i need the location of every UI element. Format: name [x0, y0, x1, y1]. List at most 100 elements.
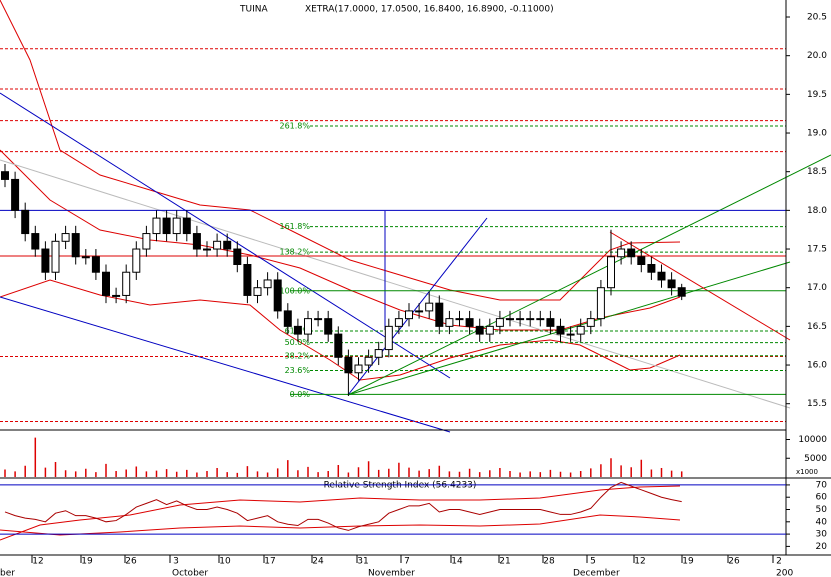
candle-body	[324, 318, 333, 335]
x-tick-label: 19	[682, 557, 694, 567]
candle-body	[647, 263, 656, 273]
x-tick-label: 26	[728, 557, 740, 567]
candle-body	[223, 240, 232, 250]
candle-body	[495, 318, 504, 327]
candle-body	[213, 240, 222, 250]
candle-body	[132, 248, 141, 273]
candle-body	[192, 233, 201, 250]
candle-body	[607, 256, 615, 289]
bollinger-upper	[0, 0, 681, 301]
candle-body	[637, 256, 646, 265]
plot: 261.8%161.8%138.2%100.0%61.8%50.0%38.2%2…	[0, 0, 831, 541]
x-tick-label: 14	[451, 557, 463, 567]
candle-body	[152, 217, 161, 235]
candle-body	[546, 318, 555, 327]
candle-body	[475, 325, 484, 335]
candle-body	[374, 349, 383, 358]
candle-body	[11, 178, 20, 211]
candle-body	[172, 217, 181, 235]
rsi-tick-label: 30	[816, 530, 828, 540]
candle-body	[354, 364, 363, 374]
candle-body	[384, 325, 393, 351]
candle-body	[304, 318, 312, 335]
candle-body	[233, 248, 242, 265]
x-tick-label: 5	[590, 557, 596, 567]
candle-body	[364, 356, 373, 366]
x-tick-label: 26	[125, 557, 137, 567]
candle-body	[263, 279, 272, 289]
candle-body	[283, 310, 292, 327]
y-tick-label: 20.5	[807, 13, 827, 23]
fan-line	[347, 154, 831, 396]
x-tick-label: 2	[776, 557, 782, 567]
candle-body	[41, 248, 50, 273]
candle-body	[21, 209, 30, 235]
candle-body	[31, 233, 40, 250]
candle-body	[576, 325, 585, 335]
candle-body	[334, 333, 343, 358]
candle-body	[253, 287, 262, 296]
candle-body	[1, 171, 9, 180]
candle-body	[445, 318, 454, 327]
rsi-tick-label: 70	[816, 480, 828, 490]
candle-body	[617, 248, 626, 258]
y-tick-label: 18.0	[807, 206, 827, 216]
x-tick-label: 17	[264, 557, 275, 567]
fib-label: 0.0%	[290, 390, 311, 399]
y-tick-label: 15.5	[807, 399, 827, 409]
x-tick-label: 12	[32, 557, 43, 567]
candle-body	[51, 240, 60, 273]
fib-label: 138.2%	[279, 248, 310, 257]
candle-body	[273, 279, 282, 312]
candle-body	[556, 325, 565, 335]
candle-body	[142, 233, 151, 250]
x-tick-label: 7	[404, 557, 410, 567]
candle-body	[667, 279, 676, 289]
candle-body	[112, 294, 121, 297]
candle-body	[536, 318, 545, 321]
rsi-tick-label: 20	[816, 542, 828, 552]
month-label: November	[368, 569, 415, 577]
rsi-tick-label: 40	[816, 517, 828, 527]
moving-average	[0, 149, 681, 331]
candle-body	[526, 318, 535, 321]
candle-body	[485, 325, 494, 335]
candle-body	[596, 287, 605, 320]
candle-body	[344, 356, 353, 374]
candle-body	[81, 256, 90, 259]
fan-line	[347, 261, 791, 396]
y-tick-label: 18.5	[807, 167, 827, 177]
rsi-band-upper	[0, 485, 681, 541]
candle-body	[586, 318, 595, 327]
y-tick-label: 20.0	[807, 51, 827, 61]
month-label: October	[172, 569, 208, 577]
fib-label: 38.2%	[285, 351, 311, 360]
volume-unit: x1000	[796, 468, 818, 476]
fib-label: 100.0%	[279, 286, 310, 295]
candle-body	[243, 263, 252, 296]
candle-body	[394, 318, 403, 327]
fib-label: 23.6%	[285, 366, 311, 375]
y-tick-label: 17.5	[807, 245, 827, 255]
y-tick-label: 16.5	[807, 322, 827, 332]
candle-body	[435, 302, 444, 327]
channel-upper	[0, 92, 451, 379]
candle-body	[415, 310, 424, 313]
candle-body	[627, 248, 636, 258]
candle-body	[677, 287, 686, 297]
trend-line	[609, 231, 791, 341]
month-label: 200	[776, 569, 793, 577]
month-label: December	[573, 569, 620, 577]
candle-body	[314, 318, 323, 321]
candle-body	[182, 217, 191, 235]
candle-body	[405, 310, 413, 320]
y-tick-label: 17.0	[807, 283, 827, 293]
candle-body	[61, 233, 70, 242]
x-tick-label: 28	[543, 557, 555, 567]
chart-title: TUINA	[239, 5, 268, 15]
volume-tick-label: 10000	[798, 435, 827, 445]
x-tick-label: 10	[219, 557, 231, 567]
candle-body	[91, 256, 100, 273]
candle-body	[162, 217, 171, 235]
